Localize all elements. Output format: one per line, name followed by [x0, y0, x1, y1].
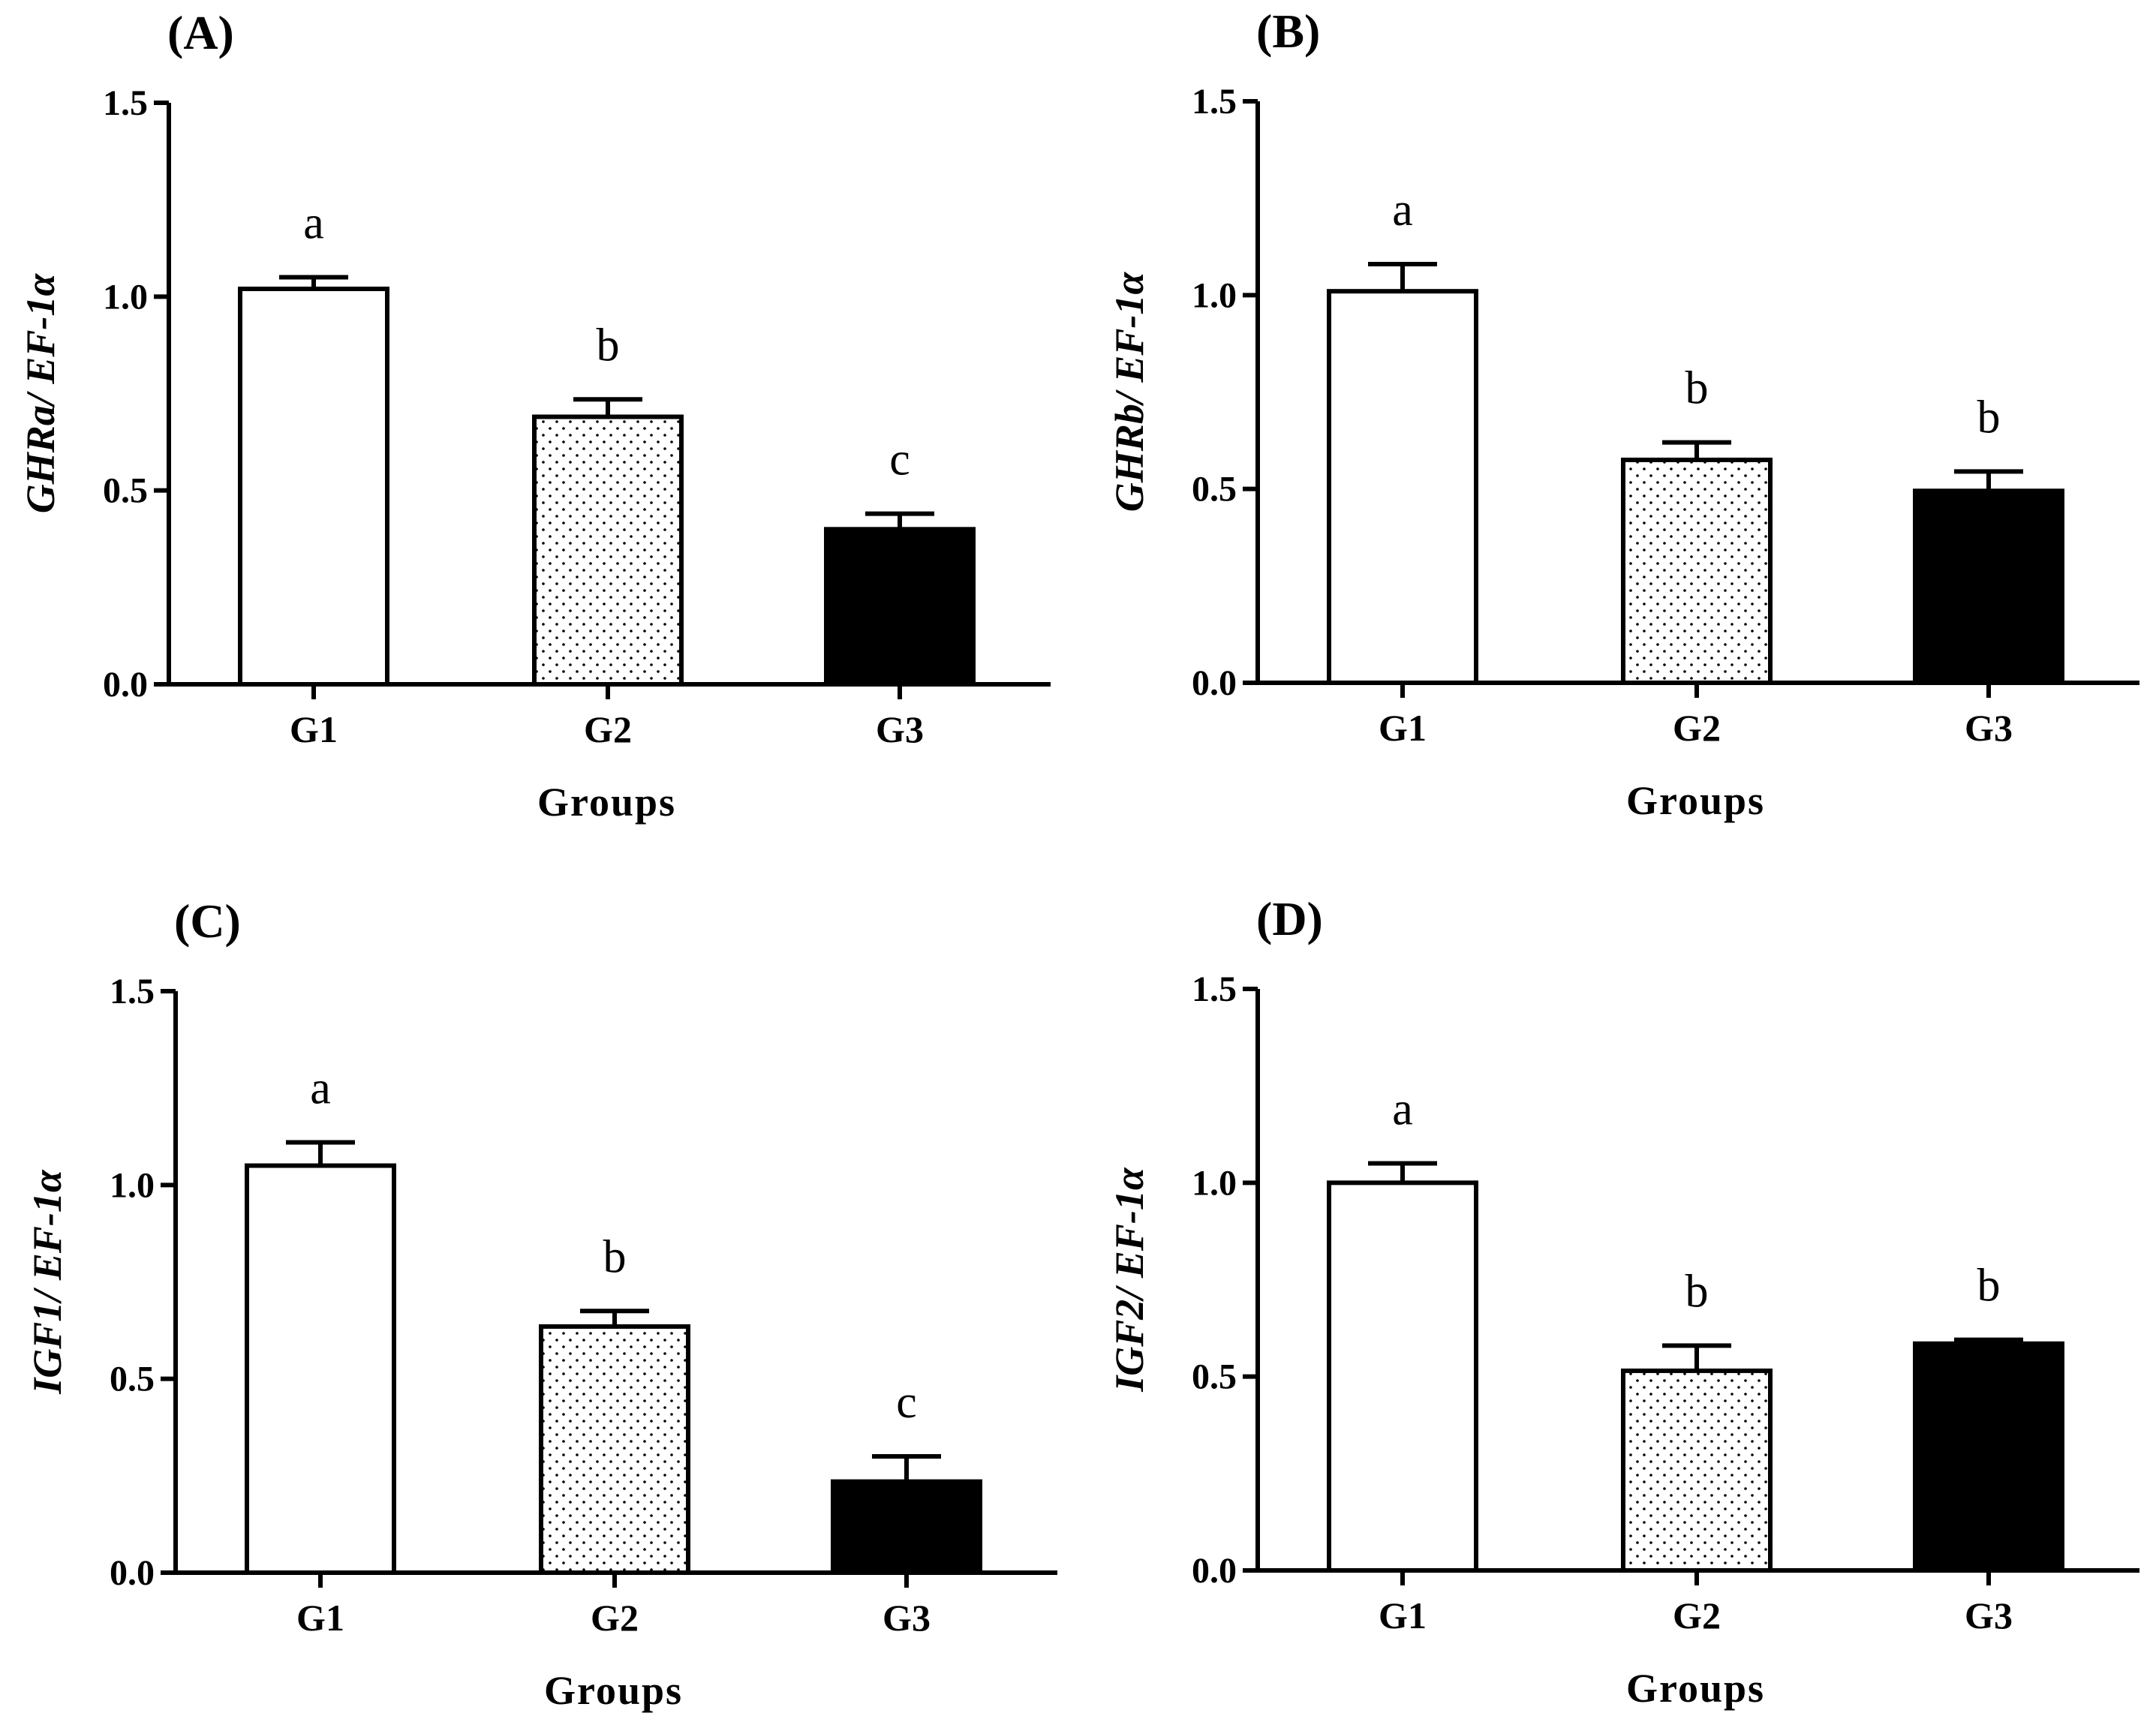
- significance-letter: b: [1977, 392, 2001, 443]
- panel-label: (D): [1256, 892, 1323, 945]
- y-tick-label: 1.5: [1192, 82, 1237, 122]
- panel-b: (B) 0.0 0.5 1.0 1.5 GHRb/ EF-1α G1 a G2 b G3 b Group…: [1107, 5, 2139, 823]
- significance-letter: b: [1685, 1266, 1709, 1317]
- category-label: G3: [1965, 707, 2013, 749]
- bar-g3: [1913, 1341, 2064, 1573]
- category-label: G1: [1379, 707, 1427, 749]
- y-axis-title: GHRa/ EF-1α: [18, 273, 63, 514]
- significance-letter: b: [603, 1231, 627, 1282]
- panel-label: (B): [1256, 5, 1320, 58]
- y-tick-label: 1.5: [110, 972, 155, 1011]
- significance-letter: c: [889, 434, 910, 485]
- y-tick-label: 1.0: [1192, 1163, 1237, 1203]
- y-axis-title: IGF2/ EF-1α: [1107, 1167, 1152, 1393]
- y-axis-title: IGF1/ EF-1α: [25, 1169, 70, 1395]
- y-tick-label: 1.5: [103, 83, 148, 123]
- y-axis-title: GHRb/ EF-1α: [1107, 272, 1152, 512]
- y-tick-label: 1.0: [103, 277, 148, 317]
- bar-g1: [1327, 289, 1478, 685]
- category-label: G2: [591, 1597, 639, 1639]
- bar-g2: [1621, 1368, 1773, 1573]
- significance-letter: b: [1685, 363, 1709, 414]
- panel-c: (C) 0.0 0.5 1.0 1.5 IGF1/ EF-1α G1 a G2 b G3 c Group…: [25, 894, 1057, 1713]
- panel-label: (A): [167, 6, 234, 59]
- bar-g2: [1621, 457, 1773, 686]
- bar-g1: [245, 1163, 396, 1575]
- y-tick-label: 0.5: [110, 1360, 155, 1399]
- category-label: G1: [290, 708, 338, 750]
- category-label: G2: [1673, 1594, 1721, 1636]
- bar-g3: [1913, 488, 2064, 685]
- category-label: G2: [584, 708, 632, 750]
- significance-letter: c: [896, 1377, 917, 1428]
- y-tick-label: 0.5: [1192, 470, 1237, 509]
- x-axis-title: Groups: [537, 780, 676, 825]
- category-label: G2: [1673, 707, 1721, 749]
- panel-label: (C): [174, 894, 241, 948]
- y-tick-label: 0.5: [1192, 1357, 1237, 1397]
- y-tick-label: 0.0: [110, 1553, 155, 1593]
- significance-letter: a: [303, 198, 324, 249]
- panel-d: (D) 0.0 0.5 1.0 1.5 IGF2/ EF-1α G1 a G2 b G3 b Group…: [1107, 892, 2139, 1711]
- bar-g2: [539, 1324, 690, 1575]
- bar-g1: [1327, 1180, 1478, 1573]
- y-tick-label: 0.0: [1192, 663, 1237, 703]
- panel-a: (A) 0.0 0.5 1.0 1.5 GHRa/ EF-1α G1 a G2 b G3 c Group…: [18, 6, 1051, 825]
- bar-g3: [824, 527, 976, 687]
- category-label: G1: [1379, 1594, 1427, 1636]
- x-axis-title: Groups: [1626, 1666, 1765, 1711]
- category-label: G3: [883, 1597, 931, 1639]
- bar-g2: [532, 414, 684, 687]
- significance-letter: a: [310, 1063, 331, 1114]
- y-tick-label: 1.5: [1192, 969, 1237, 1009]
- x-axis-title: Groups: [544, 1668, 683, 1713]
- significance-letter: b: [597, 320, 620, 371]
- x-axis-title: Groups: [1626, 778, 1765, 823]
- significance-letter: a: [1392, 185, 1413, 236]
- significance-letter: a: [1392, 1084, 1413, 1135]
- category-label: G3: [1965, 1594, 2013, 1636]
- y-tick-label: 0.0: [103, 665, 148, 705]
- category-label: G1: [296, 1597, 344, 1639]
- category-label: G3: [876, 708, 924, 750]
- bar-g1: [238, 287, 389, 687]
- y-tick-label: 1.0: [110, 1165, 155, 1205]
- y-tick-label: 0.5: [103, 471, 148, 511]
- y-tick-label: 0.0: [1192, 1551, 1237, 1591]
- y-tick-label: 1.0: [1192, 275, 1237, 315]
- bar-g3: [831, 1479, 982, 1576]
- significance-letter: b: [1977, 1261, 2001, 1312]
